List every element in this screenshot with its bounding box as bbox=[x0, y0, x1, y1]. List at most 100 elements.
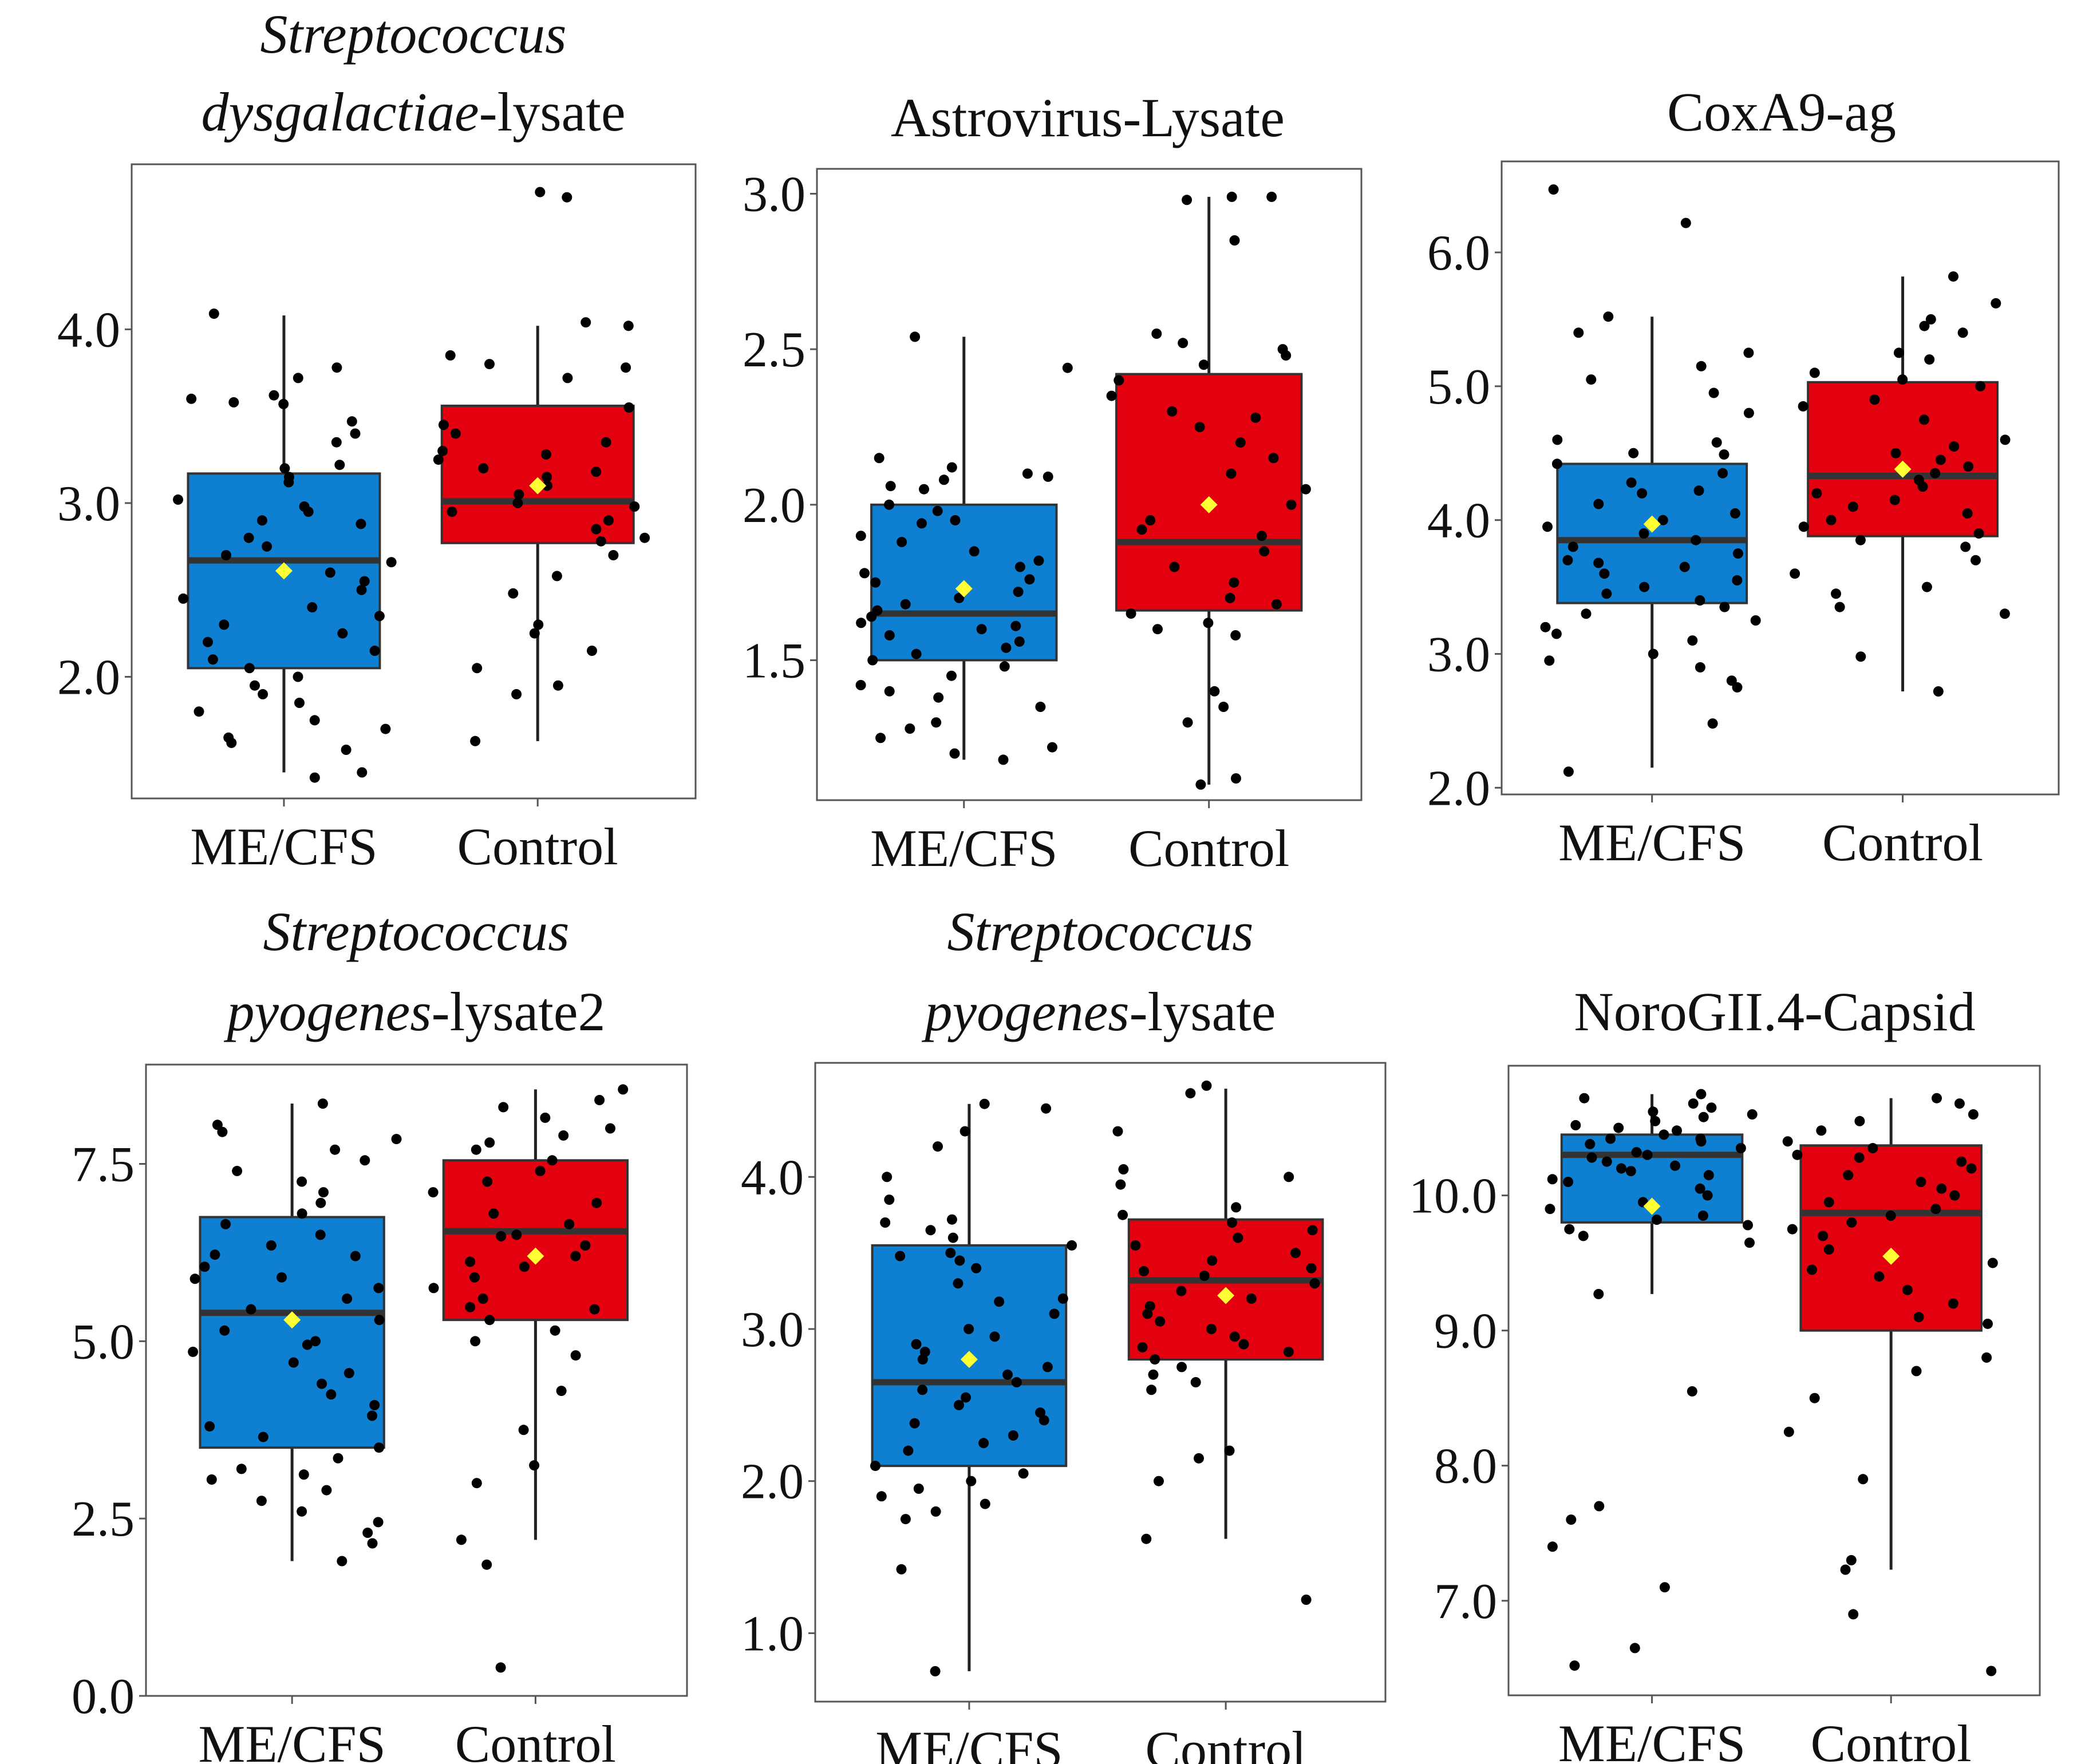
data-point bbox=[1672, 1125, 1682, 1136]
data-point bbox=[629, 501, 640, 512]
data-point bbox=[1545, 1204, 1555, 1215]
data-point bbox=[1991, 298, 2001, 308]
data-point bbox=[1930, 468, 1941, 478]
box-group-control bbox=[1112, 1080, 1324, 1605]
data-point bbox=[341, 745, 352, 755]
plot-frame bbox=[1507, 1065, 2041, 1696]
data-point bbox=[1743, 408, 1754, 418]
data-point bbox=[900, 599, 911, 610]
data-point bbox=[356, 584, 367, 595]
panel-1: Streptococcus dysgalactiae-lysate 4.0 3.0 2.… bbox=[57, 3, 697, 876]
data-point bbox=[1968, 1109, 1979, 1120]
data-point bbox=[1698, 1112, 1709, 1122]
data-point bbox=[1648, 648, 1659, 659]
data-point bbox=[1826, 515, 1837, 525]
data-point bbox=[1226, 191, 1237, 202]
data-point bbox=[1638, 528, 1649, 539]
data-point bbox=[556, 1386, 567, 1397]
data-point bbox=[1986, 1666, 1997, 1676]
box-group-mecfs bbox=[188, 1098, 402, 1567]
data-point bbox=[342, 1294, 353, 1304]
data-point bbox=[1573, 327, 1584, 338]
data-point bbox=[1203, 618, 1214, 628]
data-point bbox=[1949, 441, 1960, 452]
data-point bbox=[1238, 1339, 1249, 1350]
data-point bbox=[297, 1176, 307, 1187]
data-point bbox=[374, 1442, 384, 1453]
data-point bbox=[909, 1418, 920, 1429]
box-group-control bbox=[1106, 191, 1311, 790]
mean-marker bbox=[1882, 1247, 1900, 1265]
data-point bbox=[1706, 1102, 1717, 1113]
x-category-label: ME/CFS bbox=[870, 819, 1057, 877]
data-point bbox=[1201, 1080, 1212, 1091]
data-point bbox=[1956, 1156, 1967, 1167]
data-point bbox=[219, 1325, 230, 1336]
data-point bbox=[1902, 1284, 1913, 1295]
data-point bbox=[357, 767, 368, 778]
data-point bbox=[262, 541, 273, 552]
data-point bbox=[911, 648, 922, 659]
data-point bbox=[1250, 412, 1261, 423]
data-point bbox=[307, 602, 318, 613]
data-point bbox=[1687, 1386, 1697, 1397]
data-point bbox=[362, 1528, 373, 1538]
y-tick-label: 1.5 bbox=[743, 633, 805, 689]
data-point bbox=[1846, 1555, 1857, 1565]
data-point bbox=[1551, 458, 1562, 469]
data-point bbox=[356, 519, 366, 529]
data-point bbox=[1975, 381, 1986, 391]
panel-title-line: Streptococcus bbox=[947, 901, 1254, 962]
x-category-label: ME/CFS bbox=[190, 817, 377, 876]
data-point bbox=[551, 571, 562, 582]
data-point bbox=[369, 1399, 380, 1410]
data-point bbox=[1540, 622, 1551, 632]
data-point bbox=[966, 1476, 977, 1486]
y-tick-label: 2.5 bbox=[743, 322, 805, 378]
data-point bbox=[1809, 367, 1820, 378]
data-point bbox=[1916, 1177, 1926, 1187]
data-point bbox=[1169, 561, 1180, 572]
data-point bbox=[1919, 414, 1929, 425]
data-point bbox=[1542, 521, 1553, 532]
x-category-label: ME/CFS bbox=[1558, 1714, 1746, 1764]
data-point bbox=[1198, 359, 1209, 370]
data-point bbox=[1708, 387, 1719, 398]
data-point bbox=[931, 717, 942, 728]
data-point bbox=[1963, 461, 1974, 472]
data-point bbox=[896, 1564, 907, 1575]
data-point bbox=[1932, 1093, 1942, 1104]
data-point bbox=[595, 536, 606, 547]
data-point bbox=[1735, 1143, 1746, 1153]
data-point bbox=[1229, 1331, 1240, 1342]
data-point bbox=[1307, 1225, 1318, 1236]
data-point bbox=[514, 489, 524, 500]
data-point bbox=[302, 1339, 313, 1350]
y-tick-label: 4.0 bbox=[741, 1150, 804, 1205]
data-point bbox=[1855, 651, 1866, 662]
data-point bbox=[1115, 1179, 1126, 1190]
data-point bbox=[1552, 434, 1563, 445]
data-point bbox=[1224, 1445, 1235, 1456]
data-point bbox=[917, 1354, 928, 1365]
data-point bbox=[876, 1491, 887, 1502]
data-point bbox=[905, 723, 915, 734]
data-point bbox=[256, 1496, 267, 1506]
data-point bbox=[330, 1144, 341, 1155]
data-point bbox=[1130, 1240, 1141, 1251]
data-point bbox=[603, 515, 614, 526]
data-point bbox=[594, 1095, 605, 1105]
panel-title-part: dysgalactiae bbox=[201, 81, 479, 143]
data-point bbox=[1011, 1377, 1022, 1387]
data-point bbox=[1650, 1116, 1661, 1126]
data-point bbox=[1983, 1318, 1993, 1329]
data-point bbox=[917, 1385, 928, 1395]
plot-frame bbox=[1501, 160, 2060, 796]
data-point bbox=[925, 1225, 936, 1236]
data-point bbox=[916, 518, 927, 529]
data-point bbox=[279, 463, 290, 474]
data-point bbox=[1563, 766, 1574, 777]
data-point bbox=[953, 1278, 964, 1289]
data-point bbox=[309, 715, 320, 726]
data-point bbox=[350, 428, 361, 439]
